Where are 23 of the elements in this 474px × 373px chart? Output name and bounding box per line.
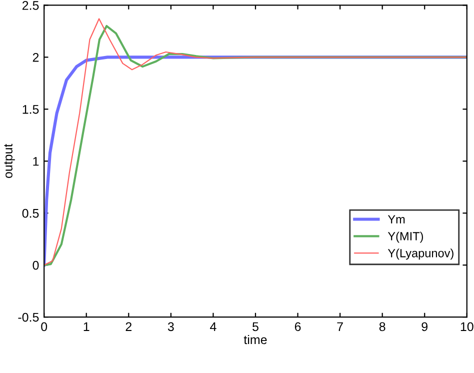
y-axis-title: output — [4, 144, 15, 178]
x-tick-label: 8 — [379, 322, 386, 332]
y-tick-label: -0.5 — [18, 312, 39, 322]
x-tick-label: 4 — [210, 322, 216, 331]
x-axis-title: time — [244, 334, 267, 344]
y-tick-label: 1.5 — [22, 105, 39, 114]
legend-label: Y(MIT) — [388, 232, 423, 243]
x-tick-label: 0 — [41, 322, 48, 332]
y-tick-label: 0.5 — [22, 208, 39, 218]
x-tick-label: 6 — [294, 322, 301, 332]
legend-label: Ym — [388, 215, 405, 224]
y-tick-label: 1 — [33, 157, 39, 166]
x-tick-label: 3 — [168, 322, 174, 332]
x-tick-label: 2 — [126, 322, 132, 331]
x-tick-label: 7 — [337, 322, 343, 331]
y-tick-label: 2 — [32, 52, 39, 62]
legend-label: Y(Lyapunov) — [388, 248, 454, 260]
y-tick-label: 0 — [32, 260, 39, 270]
x-tick-label: 1 — [84, 322, 90, 331]
x-tick-label: 9 — [422, 322, 428, 332]
x-tick-label: 10 — [460, 322, 474, 332]
y-tick-label: 2.5 — [22, 1, 39, 10]
x-tick-label: 5 — [252, 322, 258, 332]
